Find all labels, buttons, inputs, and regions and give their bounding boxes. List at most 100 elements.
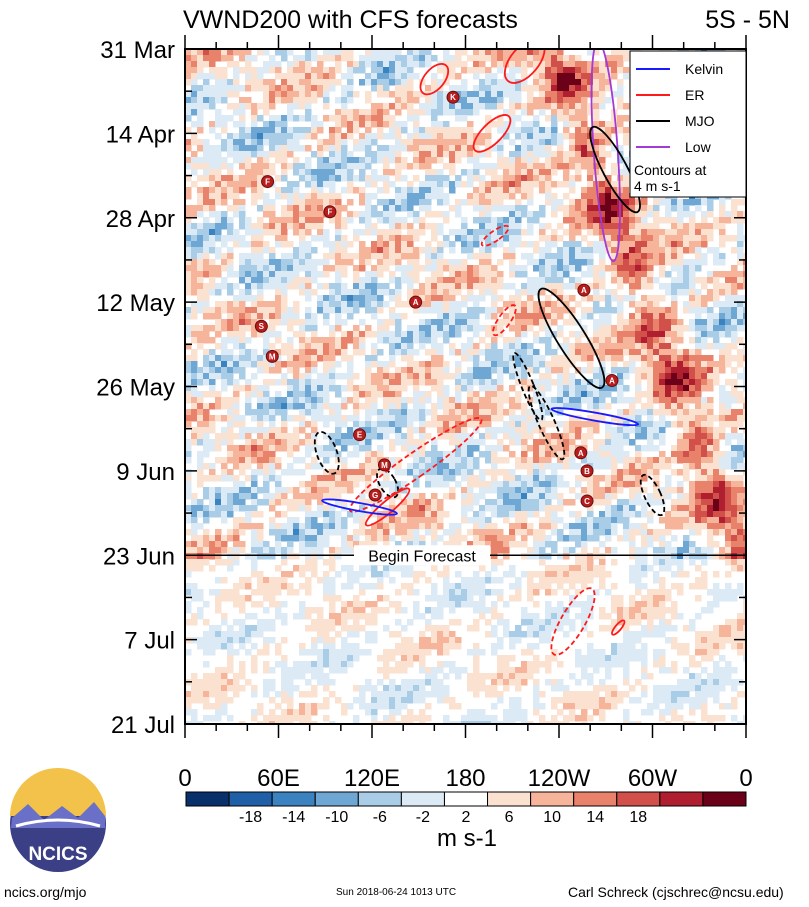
storm-letter: M — [381, 461, 388, 470]
footer-author: Carl Schreck (cjschrec@ncsu.edu) — [568, 884, 784, 900]
legend: Kelvin ER MJO Low Contours at4 m s-1 — [629, 50, 747, 198]
colorbar-swatch — [443, 791, 489, 807]
legend-label: ER — [685, 87, 704, 103]
forecast-label: Begin Forecast — [368, 548, 476, 565]
region-label: 5S - 5N — [705, 6, 790, 34]
colorbar-swatch — [314, 791, 359, 807]
colorbar-swatch — [400, 791, 445, 807]
storm-symbol: B — [580, 464, 594, 478]
mjo-contour — [537, 287, 606, 389]
storm-symbol: A — [574, 446, 588, 460]
logo-text: NCICS — [28, 844, 87, 865]
kelvin-contour — [321, 498, 398, 516]
storm-letter: A — [609, 376, 615, 385]
storm-letter: M — [269, 352, 276, 361]
storm-symbol: K — [446, 90, 460, 104]
er-contour — [348, 417, 483, 513]
er-contour — [480, 224, 510, 247]
y-tick-label: 9 Jun — [116, 459, 175, 486]
storm-symbol: F — [261, 175, 275, 189]
storm-letter: G — [372, 491, 378, 500]
er-contour — [503, 49, 546, 84]
axes: VWND200 with CFS forecasts 5S - 5N 31 Mar 1… — [96, 6, 790, 792]
legend-note: Contours at — [634, 162, 706, 178]
mjo-contour — [313, 430, 340, 475]
mjo-contour — [639, 473, 666, 517]
chart-title: VWND200 with CFS forecasts — [183, 6, 518, 34]
colorbar-tick-label: -2 — [416, 809, 430, 826]
legend-label: Kelvin — [685, 61, 723, 77]
colorbar-tick-label: 14 — [586, 809, 604, 826]
er-contour — [364, 487, 411, 527]
storm-symbol: S — [254, 319, 268, 333]
logo-sun-sky — [10, 768, 106, 816]
colorbar-tick-label: -18 — [239, 809, 262, 826]
storm-symbol: M — [265, 349, 279, 363]
y-tick-label: 26 May — [96, 375, 175, 402]
colorbar-swatch — [702, 791, 747, 807]
mjo-contour — [512, 352, 544, 421]
ncics-logo: NCICS — [10, 768, 106, 872]
er-contour — [472, 114, 512, 153]
y-tick-label: 7 Jul — [124, 628, 175, 655]
storm-letter: F — [327, 208, 332, 217]
storm-letter: B — [584, 467, 590, 476]
colorbar-tick-label: -6 — [373, 809, 387, 826]
storm-symbol: A — [577, 283, 591, 297]
storm-symbol: G — [368, 488, 382, 502]
legend-box — [629, 50, 747, 198]
er-contour — [492, 304, 517, 337]
storm-symbol: M — [377, 458, 391, 472]
colorbar: -18 -14 -10 -6 -2 2 6 10 14 18 m s-1 — [185, 791, 747, 852]
colorbar-swatch — [659, 791, 704, 807]
filtered-contours — [185, 49, 746, 656]
storm-symbol: C — [580, 494, 594, 508]
y-tick-label: 14 Apr — [106, 121, 175, 148]
x-tick-label: 120E — [344, 765, 400, 792]
colorbar-unit-label: m s-1 — [437, 825, 497, 852]
er-contour — [419, 63, 450, 96]
colorbar-tick-label: 6 — [505, 809, 514, 826]
storm-letter: S — [259, 322, 265, 331]
x-tick-label: 0 — [739, 765, 752, 792]
colorbar-swatch — [487, 791, 532, 807]
storm-letter: K — [450, 93, 456, 102]
colorbar-swatch — [185, 791, 230, 807]
legend-note: 4 m s-1 — [634, 178, 681, 194]
colorbar-swatch — [530, 791, 575, 807]
storm-letter: A — [413, 298, 419, 307]
colorbar-tick-label: 18 — [629, 809, 647, 826]
storm-letter: F — [265, 178, 270, 187]
footer-timestamp: Sun 2018-06-24 1013 UTC — [336, 887, 457, 898]
legend-label: MJO — [685, 113, 715, 129]
colorbar-tick-label: 2 — [462, 809, 471, 826]
y-tick-label: 23 Jun — [103, 543, 175, 570]
storm-letter: A — [581, 286, 587, 295]
colorbar-swatch — [271, 791, 316, 807]
colorbar-tick-label: 10 — [543, 809, 561, 826]
storm-letter: C — [584, 497, 590, 506]
y-tick-label: 12 May — [96, 290, 175, 317]
x-tick-label: 0 — [178, 765, 191, 792]
storm-symbol: A — [605, 373, 619, 387]
footer-site[interactable]: ncics.org/mjo — [4, 884, 87, 900]
storm-letter: A — [578, 449, 584, 458]
mjo-contour — [589, 125, 641, 214]
er-contour — [550, 587, 596, 656]
x-tick-label: 120W — [528, 765, 591, 792]
colorbar-tick-label: -10 — [325, 809, 348, 826]
y-tick-label: 21 Jul — [111, 712, 175, 739]
storm-symbol: E — [353, 428, 367, 442]
x-tick-label: 180 — [445, 765, 485, 792]
er-contour — [611, 619, 626, 636]
x-tick-label: 60W — [628, 765, 678, 792]
y-tick-label: 31 Mar — [100, 37, 175, 64]
storm-letter: E — [357, 431, 363, 440]
forecast-label-bg — [354, 545, 490, 566]
colorbar-swatch — [357, 791, 402, 807]
logo-wave — [15, 818, 101, 828]
kelvin-contour — [550, 407, 640, 427]
colorbar-swatch — [573, 791, 618, 807]
